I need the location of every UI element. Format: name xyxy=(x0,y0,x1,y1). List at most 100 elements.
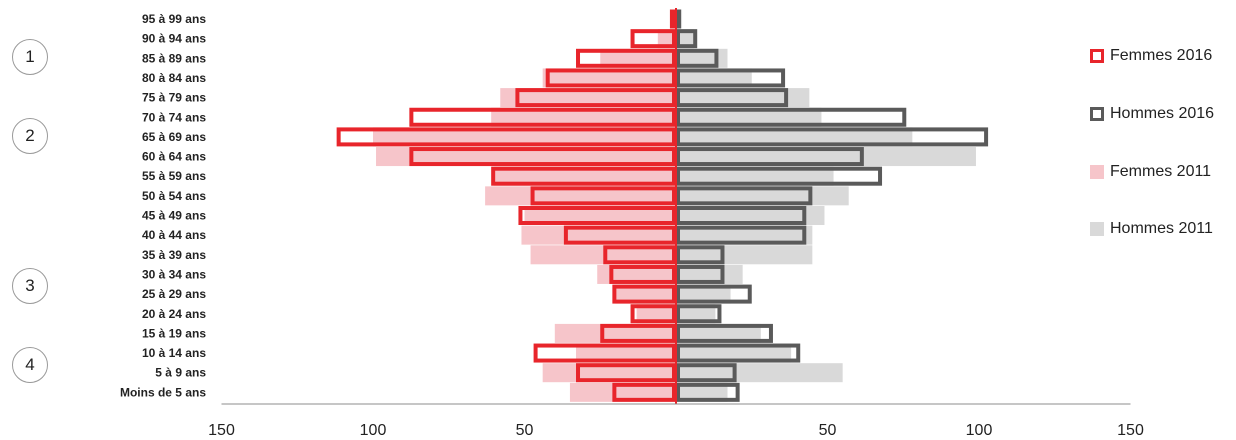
bar-hommes-2016-35-a-39-ans xyxy=(676,245,725,265)
bar-hommes-2016-10-a-14-ans xyxy=(676,343,801,363)
marker-4: 4 xyxy=(12,347,48,383)
chart-legend: Femmes 2016 Hommes 2016 Femmes 2011 Homm… xyxy=(1090,0,1236,440)
age-label-45-a-49-ans: 45 à 49 ans xyxy=(142,209,206,223)
bar-femmes-2016-65-a-69-ans xyxy=(336,127,676,147)
legend-hommes-2016: Hommes 2016 xyxy=(1090,105,1214,123)
bar-femmes-2011-60-a-64-ans xyxy=(376,147,676,167)
bar-femmes-2011-20-a-24-ans xyxy=(636,304,676,324)
bar-hommes-2011-70-a-74-ans xyxy=(676,107,822,127)
bar-hommes-2011-80-a-84-ans xyxy=(676,68,752,88)
bar-hommes-2016-60-a-64-ans xyxy=(676,147,864,167)
bar-hommes-2011-10-a-14-ans xyxy=(676,343,792,363)
axes-layer xyxy=(221,8,1131,405)
bar-hommes-2016-50-a-54-ans xyxy=(676,186,813,206)
bar-hommes-2011-65-a-69-ans xyxy=(676,127,913,147)
bar-femmes-2016-35-a-39-ans xyxy=(603,245,677,265)
bars-2011-layer xyxy=(373,9,976,402)
age-label-70-a-74-ans: 70 à 74 ans xyxy=(142,110,206,124)
bar-hommes-2011-60-a-64-ans xyxy=(676,147,976,167)
bar-femmes-2011-65-a-69-ans xyxy=(373,127,676,147)
age-label-65-a-69-ans: 65 à 69 ans xyxy=(142,130,206,144)
bar-hommes-2016-80-a-84-ans xyxy=(676,68,786,88)
bar-hommes-2011-15-a-19-ans xyxy=(676,323,761,343)
age-label-40-a-44-ans: 40 à 44 ans xyxy=(142,228,206,242)
age-label-5-a-9-ans: 5 à 9 ans xyxy=(155,366,206,380)
bar-hommes-2016-5-a-9-ans xyxy=(676,363,737,383)
bar-hommes-2016-70-a-74-ans xyxy=(676,107,907,127)
bar-hommes-2016-30-a-34-ans xyxy=(676,264,725,284)
marker-3-label: 3 xyxy=(25,276,35,295)
bar-hommes-2016-75-a-79-ans xyxy=(676,88,789,108)
legend-label-hommes-2016: Hommes 2016 xyxy=(1110,105,1215,122)
legend-label-hommes-2011: Hommes 2011 xyxy=(1110,220,1213,237)
marker-2-label: 2 xyxy=(25,126,35,145)
bar-hommes-2016-95-a-99-ans xyxy=(676,9,681,29)
bar-hommes-2011-55-a-59-ans xyxy=(676,166,834,186)
legend-femmes-2011: Femmes 2011 xyxy=(1090,163,1211,181)
bar-hommes-2016-15-a-19-ans xyxy=(676,323,773,343)
age-label-moins-de-5-ans: Moins de 5 ans xyxy=(120,385,206,399)
bar-hommes-2016-55-a-59-ans xyxy=(676,166,883,186)
age-label-85-a-89-ans: 85 à 89 ans xyxy=(142,51,206,65)
bar-hommes-2011-moins-de-5-ans xyxy=(676,382,728,402)
age-label-90-a-94-ans: 90 à 94 ans xyxy=(142,32,206,46)
age-label-20-a-24-ans: 20 à 24 ans xyxy=(142,307,206,321)
marker-1: 1 xyxy=(12,39,48,75)
legend-femmes-2016: Femmes 2016 xyxy=(1090,47,1212,65)
age-group-labels: Moins de 5 ans 5 à 9 ans 10 à 14 ans 15 à 1… xyxy=(120,12,206,399)
bar-femmes-2011-40-a-44-ans xyxy=(521,225,676,245)
bar-hommes-2011-25-a-29-ans xyxy=(676,284,731,304)
bar-hommes-2016-65-a-69-ans xyxy=(676,127,989,147)
bar-femmes-2016-90-a-94-ans xyxy=(630,29,676,49)
bar-hommes-2016-moins-de-5-ans xyxy=(676,382,740,402)
x-tick-label-left-100: 100 xyxy=(360,422,387,439)
x-tick-label-left-50: 50 xyxy=(516,422,534,439)
age-label-35-a-39-ans: 35 à 39 ans xyxy=(142,248,206,262)
bar-femmes-2016-20-a-24-ans xyxy=(630,304,676,324)
age-label-80-a-84-ans: 80 à 84 ans xyxy=(142,71,206,85)
bar-hommes-2016-25-a-29-ans xyxy=(676,284,752,304)
bar-femmes-2011-70-a-74-ans xyxy=(491,107,676,127)
x-tick-label-right-50: 50 xyxy=(819,422,837,439)
bar-femmes-2011-25-a-29-ans xyxy=(615,284,676,304)
age-label-15-a-19-ans: 15 à 19 ans xyxy=(142,326,206,340)
bar-femmes-2011-55-a-59-ans xyxy=(494,166,676,186)
bar-hommes-2011-5-a-9-ans xyxy=(676,363,843,383)
legend-swatch-hommes-2016 xyxy=(1090,107,1104,121)
legend-label-femmes-2016: Femmes 2016 xyxy=(1110,47,1213,64)
legend-hommes-2011: Hommes 2011 xyxy=(1090,220,1213,238)
bar-femmes-2016-50-a-54-ans xyxy=(530,186,676,206)
bar-hommes-2011-30-a-34-ans xyxy=(676,264,743,284)
bar-femmes-2016-15-a-19-ans xyxy=(600,323,676,343)
bar-femmes-2016-40-a-44-ans xyxy=(563,225,677,245)
age-label-30-a-34-ans: 30 à 34 ans xyxy=(142,267,206,281)
bar-femmes-2016-45-a-49-ans xyxy=(518,206,676,225)
bar-femmes-2011-30-a-34-ans xyxy=(597,264,676,284)
x-tick-labels: 150 100 50 50 100 150 xyxy=(208,422,1144,439)
bar-femmes-2016-moins-de-5-ans xyxy=(612,382,676,402)
age-label-60-a-64-ans: 60 à 64 ans xyxy=(142,150,206,164)
bar-hommes-2016-20-a-24-ans xyxy=(676,304,722,324)
marker-4-label: 4 xyxy=(25,355,35,374)
bar-femmes-2011-90-a-94-ans xyxy=(657,29,676,49)
legend-swatch-femmes-2011 xyxy=(1090,165,1104,179)
bar-hommes-2016-40-a-44-ans xyxy=(676,225,807,245)
bar-femmes-2011-75-a-79-ans xyxy=(500,88,676,108)
bar-hommes-2016-90-a-94-ans xyxy=(676,29,698,49)
age-label-95-a-99-ans: 95 à 99 ans xyxy=(142,12,206,26)
bar-femmes-2016-85-a-89-ans xyxy=(576,48,677,68)
age-label-50-a-54-ans: 50 à 54 ans xyxy=(142,189,206,203)
bar-femmes-2016-70-a-74-ans xyxy=(409,107,676,127)
legend-swatch-hommes-2011 xyxy=(1090,222,1104,236)
age-label-25-a-29-ans: 25 à 29 ans xyxy=(142,287,206,301)
bar-femmes-2016-55-a-59-ans xyxy=(491,166,677,186)
bar-femmes-2011-45-a-49-ans xyxy=(524,206,676,225)
bar-femmes-2016-80-a-84-ans xyxy=(545,68,677,88)
bar-femmes-2011-15-a-19-ans xyxy=(554,323,676,343)
bar-hommes-2011-20-a-24-ans xyxy=(676,304,716,324)
bar-hommes-2011-45-a-49-ans xyxy=(676,206,825,225)
bar-hommes-2011-75-a-79-ans xyxy=(676,88,810,108)
bar-femmes-2016-30-a-34-ans xyxy=(609,264,677,284)
bar-femmes-2016-95-a-99-ans xyxy=(669,9,677,29)
